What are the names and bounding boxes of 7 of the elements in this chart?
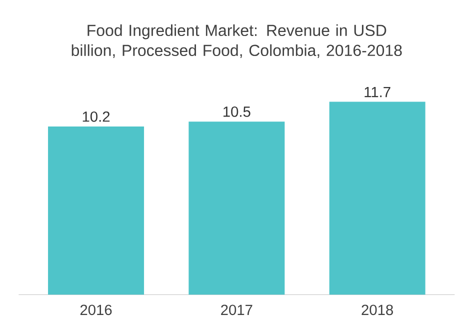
data-label: 10.2	[82, 111, 110, 122]
data-label: 10.5	[224, 106, 250, 117]
chart-title: Food Ingredient Market: Revenue in USD billion, Processed Food, Colombia, 2016-2018	[72, 24, 402, 58]
x-tick-label: 2016	[80, 304, 112, 316]
data-label: 11.7	[364, 87, 390, 98]
x-tick-label: 2018	[362, 304, 393, 316]
x-tick-label: 2017	[221, 304, 252, 316]
